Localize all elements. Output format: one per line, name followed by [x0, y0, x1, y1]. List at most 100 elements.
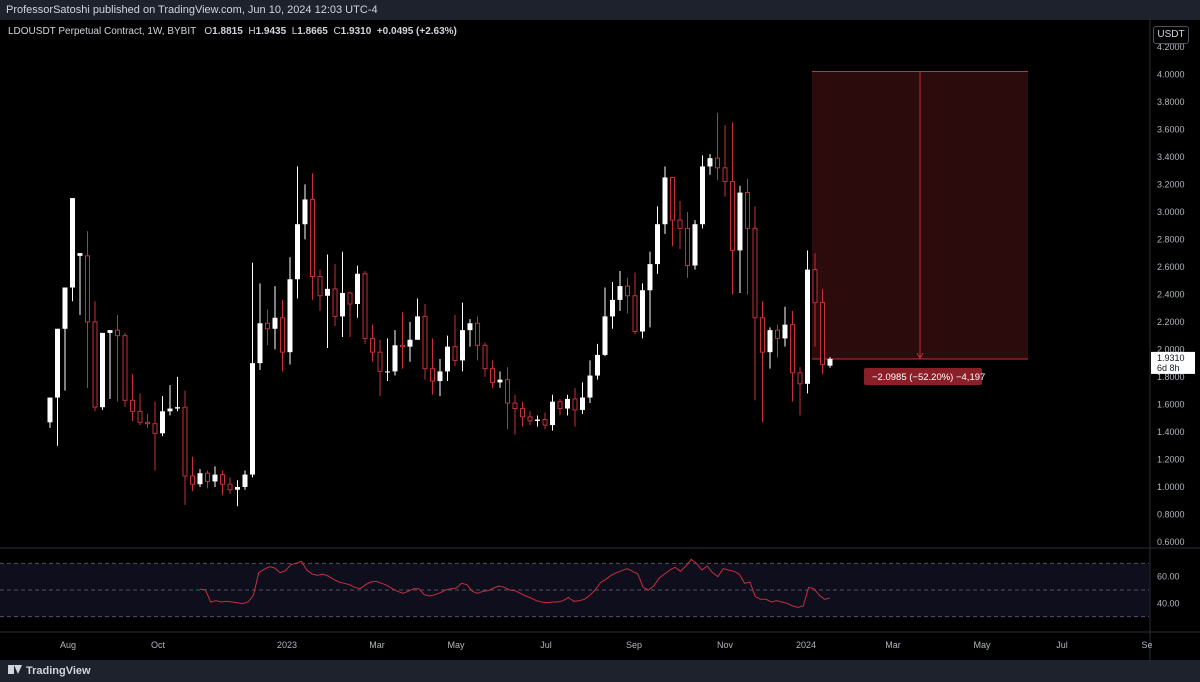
candle-body[interactable] [752, 227, 758, 319]
candle-body[interactable] [722, 167, 728, 183]
candle-body[interactable] [550, 401, 555, 426]
candle-body[interactable] [145, 421, 150, 425]
candle-body[interactable] [115, 329, 120, 337]
candle-body[interactable] [677, 219, 683, 229]
candle-body[interactable] [310, 198, 315, 277]
candle-body[interactable] [632, 295, 638, 333]
candle-body[interactable] [242, 474, 248, 487]
candle-body[interactable] [692, 224, 698, 266]
candle-body[interactable] [580, 397, 585, 410]
candle-body[interactable] [280, 317, 285, 353]
candle-body[interactable] [107, 330, 113, 333]
candle-body[interactable] [820, 302, 825, 366]
candle-body[interactable] [77, 253, 83, 256]
candle-body[interactable] [482, 344, 488, 370]
candle-body[interactable] [610, 299, 615, 317]
candle-body[interactable] [205, 472, 210, 482]
candle-body[interactable] [467, 323, 473, 331]
candle-body[interactable] [257, 323, 263, 364]
candle-body[interactable] [392, 345, 398, 372]
candle-body[interactable] [557, 401, 563, 410]
candle-body[interactable] [370, 337, 375, 353]
candle-body[interactable] [430, 368, 435, 382]
candle-body[interactable] [302, 199, 308, 225]
candle-body[interactable] [272, 317, 278, 329]
candle-body[interactable] [715, 157, 720, 169]
candle-body[interactable] [62, 287, 68, 329]
candle-body[interactable] [220, 474, 225, 485]
candle-body[interactable] [295, 224, 300, 280]
candle-body[interactable] [92, 321, 98, 408]
candle-body[interactable] [100, 332, 105, 408]
candle-body[interactable] [662, 177, 668, 225]
candle-body[interactable] [407, 339, 413, 347]
candle-body[interactable] [812, 269, 818, 304]
candle-body[interactable] [47, 397, 53, 423]
candle-body[interactable] [227, 483, 233, 491]
candle-body[interactable] [197, 473, 203, 485]
candle-body[interactable] [527, 416, 533, 422]
candle-body[interactable] [85, 255, 90, 323]
candle-body[interactable] [400, 344, 405, 348]
candle-body[interactable] [265, 322, 270, 330]
candle-body[interactable] [745, 192, 750, 229]
candle-body[interactable] [182, 406, 188, 477]
candle-body[interactable] [595, 354, 600, 376]
candle-body[interactable] [212, 474, 218, 482]
candle-body[interactable] [332, 288, 338, 317]
candle-body[interactable] [70, 198, 75, 288]
candle-body[interactable] [760, 317, 765, 353]
candle-body[interactable] [175, 407, 180, 409]
candle-body[interactable] [625, 285, 630, 297]
candle-body[interactable] [137, 410, 143, 423]
candle-body[interactable] [497, 379, 503, 383]
candle-body[interactable] [415, 316, 420, 340]
tradingview-logo[interactable]: TradingView [8, 663, 128, 679]
candle-body[interactable] [250, 363, 255, 475]
candle-body[interactable] [505, 379, 510, 404]
candle-body[interactable] [655, 224, 660, 265]
candle-body[interactable] [130, 399, 135, 412]
candle-body[interactable] [347, 292, 353, 305]
candle-body[interactable] [362, 273, 368, 339]
candle-body[interactable] [542, 419, 548, 426]
candle-body[interactable] [235, 486, 240, 490]
candle-body[interactable] [827, 358, 833, 366]
candle-body[interactable] [422, 315, 428, 370]
candle-body[interactable] [520, 408, 525, 418]
candle-body[interactable] [355, 273, 360, 305]
candle-body[interactable] [460, 330, 465, 361]
candle-body[interactable] [475, 322, 480, 346]
candle-body[interactable] [55, 328, 60, 398]
candle-body[interactable] [730, 181, 735, 251]
candle-body[interactable] [535, 419, 540, 421]
candle-body[interactable] [805, 269, 810, 384]
candle-body[interactable] [287, 279, 293, 353]
candle-body[interactable] [685, 227, 690, 266]
candle-body[interactable] [602, 316, 608, 355]
candle-body[interactable] [152, 423, 158, 434]
candle-body[interactable] [122, 335, 128, 401]
candle-body[interactable] [317, 275, 323, 297]
candle-body[interactable] [437, 371, 443, 382]
candle-body[interactable] [340, 293, 345, 317]
candle-body[interactable] [190, 475, 195, 485]
candle-body[interactable] [617, 286, 623, 300]
candle-body[interactable] [490, 368, 495, 383]
candle-body[interactable] [782, 324, 788, 339]
candle-body[interactable] [647, 264, 653, 291]
candle-body[interactable] [640, 290, 645, 332]
candle-body[interactable] [565, 398, 570, 409]
candle-body[interactable] [445, 346, 450, 372]
candle-body[interactable] [377, 351, 383, 372]
candle-body[interactable] [797, 372, 803, 385]
candle-body[interactable] [707, 158, 713, 167]
candle-body[interactable] [767, 330, 773, 353]
candle-body[interactable] [160, 411, 165, 434]
candle-body[interactable] [512, 402, 518, 410]
candle-body[interactable] [167, 408, 173, 412]
candle-body[interactable] [587, 375, 593, 398]
candle-body[interactable] [790, 324, 795, 374]
candle-body[interactable] [670, 176, 675, 221]
candle-body[interactable] [385, 371, 390, 373]
